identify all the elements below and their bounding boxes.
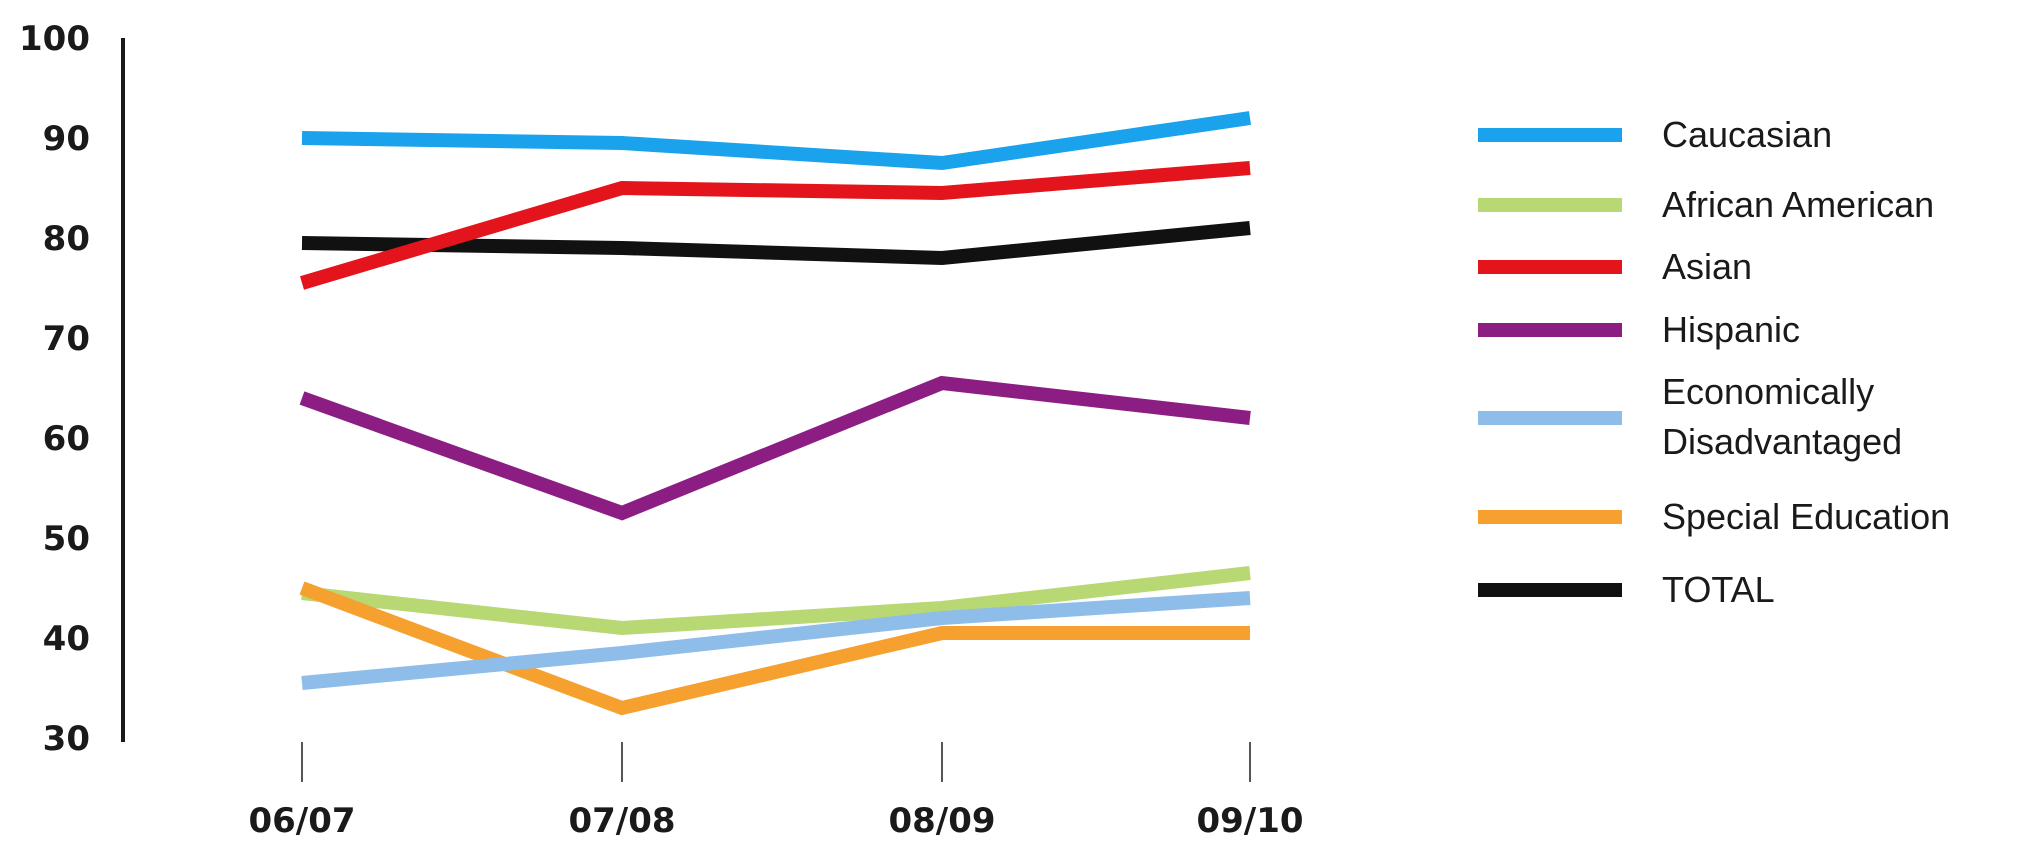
series-line-total	[301, 221, 1251, 266]
y-tick-label: 40	[43, 619, 90, 659]
x-axis-ticks: 06/07 07/08 08/09 09/10	[248, 742, 1304, 841]
y-tick-label: 90	[43, 119, 90, 159]
series-line-special-education	[299, 581, 1250, 716]
y-tick-label: 30	[43, 719, 90, 759]
legend-label: Asian	[1662, 246, 1752, 287]
y-tick-label: 70	[43, 319, 90, 359]
legend-label: TOTAL	[1662, 569, 1775, 610]
series-line-hispanic	[299, 375, 1251, 521]
legend-label: Disadvantaged	[1662, 421, 1902, 462]
y-tick-label: 80	[43, 219, 90, 259]
x-tick-label: 08/09	[888, 801, 995, 841]
y-tick-labels: 30 40 50 60 70 80 90 100	[19, 19, 90, 759]
legend-label: Caucasian	[1662, 114, 1832, 155]
x-tick-label: 06/07	[248, 801, 355, 841]
legend: Caucasian African American Asian Hispanic Ec…	[1478, 114, 1950, 610]
series-line-asian	[300, 161, 1251, 290]
x-tick-label: 07/08	[568, 801, 675, 841]
series-line-economically-disadvantaged	[301, 591, 1251, 690]
x-tick-label: 09/10	[1196, 801, 1303, 841]
y-tick-label: 60	[43, 419, 90, 459]
series-lines	[299, 111, 1252, 716]
series-line-caucasian	[301, 111, 1252, 171]
series-line-african-american	[301, 566, 1251, 636]
y-tick-label: 50	[43, 519, 90, 559]
legend-label: Special Education	[1662, 496, 1950, 537]
legend-label: Hispanic	[1662, 309, 1800, 350]
y-tick-label: 100	[19, 19, 90, 59]
legend-label: African American	[1662, 184, 1934, 225]
legend-label: Economically	[1662, 371, 1874, 412]
